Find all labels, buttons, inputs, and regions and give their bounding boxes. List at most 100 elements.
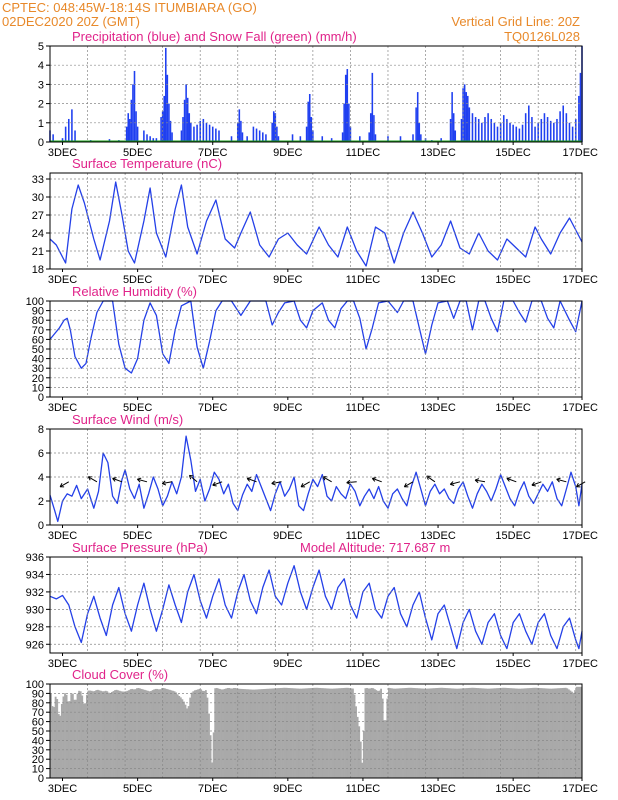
precip-bar bbox=[468, 107, 471, 142]
precip-bar bbox=[190, 122, 192, 142]
y-tick-label: 6 bbox=[38, 448, 44, 460]
precip-bar bbox=[186, 97, 189, 142]
precip-bar bbox=[291, 134, 294, 142]
wind-arrow-head bbox=[136, 477, 142, 483]
y-tick-label: 926 bbox=[26, 639, 44, 651]
y-tick-label: 60 bbox=[32, 334, 44, 346]
wind-arrow bbox=[271, 481, 282, 485]
cloud-bar bbox=[134, 689, 137, 778]
cloud-bar bbox=[314, 687, 317, 778]
precip-bar bbox=[236, 122, 239, 142]
cloud-bar bbox=[289, 688, 292, 778]
cloud-bar bbox=[484, 688, 487, 778]
precip-bar bbox=[165, 47, 167, 142]
cloud-bar bbox=[383, 720, 386, 778]
cloud-bar bbox=[278, 688, 281, 778]
precip-bar bbox=[308, 94, 311, 142]
x-tick-label: 3DEC bbox=[48, 274, 77, 286]
precip-bar bbox=[125, 126, 128, 142]
cloud-bar bbox=[535, 687, 537, 778]
y-tick-label: 934 bbox=[26, 569, 44, 581]
y-tick-label: 80 bbox=[32, 315, 44, 327]
precip-bar bbox=[208, 124, 211, 142]
y-tick-label: 1 bbox=[38, 118, 44, 130]
x-tick-label: 15DEC bbox=[495, 274, 531, 286]
cloud-bar bbox=[483, 688, 486, 778]
cloud-bar bbox=[362, 731, 365, 778]
y-tick-label: 20 bbox=[32, 373, 44, 385]
precip-bar bbox=[240, 120, 242, 142]
cloud-bar bbox=[358, 726, 361, 778]
cloud-bar bbox=[416, 688, 419, 778]
precip-bar bbox=[67, 118, 70, 142]
cloud-bar bbox=[336, 688, 339, 778]
cloud-bar bbox=[461, 688, 464, 778]
cloud-bar bbox=[511, 688, 514, 778]
x-tick-label: 9DEC bbox=[273, 658, 302, 670]
cloud-bar bbox=[269, 688, 271, 778]
cloud-bar bbox=[422, 688, 425, 778]
cloud-bar bbox=[444, 687, 447, 778]
cloud-bar bbox=[212, 732, 215, 778]
cloud-bar bbox=[125, 691, 127, 778]
y-tick-label: 90 bbox=[32, 688, 44, 700]
wind-arrow bbox=[404, 481, 414, 488]
cloud-bar bbox=[344, 687, 347, 778]
cloud-bar bbox=[394, 688, 397, 778]
cloud-bar bbox=[81, 695, 84, 778]
cloud-bar bbox=[571, 691, 573, 778]
wind-arrow bbox=[112, 477, 123, 483]
wind-arrow bbox=[59, 481, 70, 488]
cloud-bar bbox=[347, 687, 350, 778]
cloud-bar bbox=[497, 688, 500, 778]
cloud-bar bbox=[386, 698, 389, 778]
cloud-bar bbox=[106, 691, 109, 778]
cloud-bar bbox=[190, 692, 193, 778]
y-tick-label: 4 bbox=[38, 60, 44, 72]
cloud-bar bbox=[517, 688, 520, 778]
cloud-bar bbox=[93, 691, 96, 778]
cloud-bar bbox=[447, 688, 450, 778]
wind-arrow bbox=[322, 476, 332, 483]
wind-arrow-head bbox=[556, 477, 561, 483]
y-tick-label: 90 bbox=[32, 306, 44, 318]
precip-bar bbox=[543, 113, 546, 142]
precip-bar bbox=[369, 113, 372, 142]
y-tick-label: 3 bbox=[38, 79, 44, 91]
precip-bar bbox=[238, 109, 241, 142]
cloud-bar bbox=[384, 720, 387, 778]
cloud-bar bbox=[126, 690, 129, 778]
precip-bar bbox=[484, 117, 486, 142]
cloud-bar bbox=[506, 687, 509, 778]
y-tick-label: 40 bbox=[32, 735, 44, 747]
cloud-bar bbox=[297, 688, 300, 778]
cloud-bar bbox=[312, 687, 315, 778]
cloud-bar bbox=[85, 694, 88, 778]
wind-arrow bbox=[212, 481, 223, 486]
cloud-bar bbox=[172, 690, 174, 778]
cloud-bar bbox=[556, 688, 559, 778]
cloud-bar bbox=[316, 687, 318, 778]
cloud-bar bbox=[420, 688, 423, 778]
wind-arrow-head bbox=[403, 483, 409, 488]
header-line1: CPTEC: 048:45W-18:14S ITUMBIARA (GO) bbox=[2, 0, 257, 15]
panel-pres: Surface Pressure (hPa) Model Altitude: 71… bbox=[26, 540, 598, 670]
cloud-bar bbox=[359, 741, 362, 778]
cloud-bar bbox=[353, 694, 356, 778]
cloud-bar bbox=[51, 706, 54, 778]
cloud-bar bbox=[441, 687, 444, 778]
cloud-bar bbox=[503, 687, 506, 778]
cloud-bar bbox=[244, 689, 246, 778]
precip-bar bbox=[196, 124, 198, 142]
cloud-bar bbox=[115, 689, 118, 778]
cloud-bar bbox=[248, 689, 251, 778]
y-tick-label: 18 bbox=[32, 264, 44, 276]
precip-bar bbox=[493, 122, 496, 142]
precip-bar bbox=[130, 99, 133, 142]
cloud-bar bbox=[361, 762, 364, 778]
cloud-bar bbox=[464, 688, 467, 778]
cloud-bar bbox=[408, 687, 411, 778]
cloud-bar bbox=[372, 688, 375, 778]
precip-bar bbox=[565, 113, 568, 142]
cloud-bar bbox=[223, 688, 226, 778]
